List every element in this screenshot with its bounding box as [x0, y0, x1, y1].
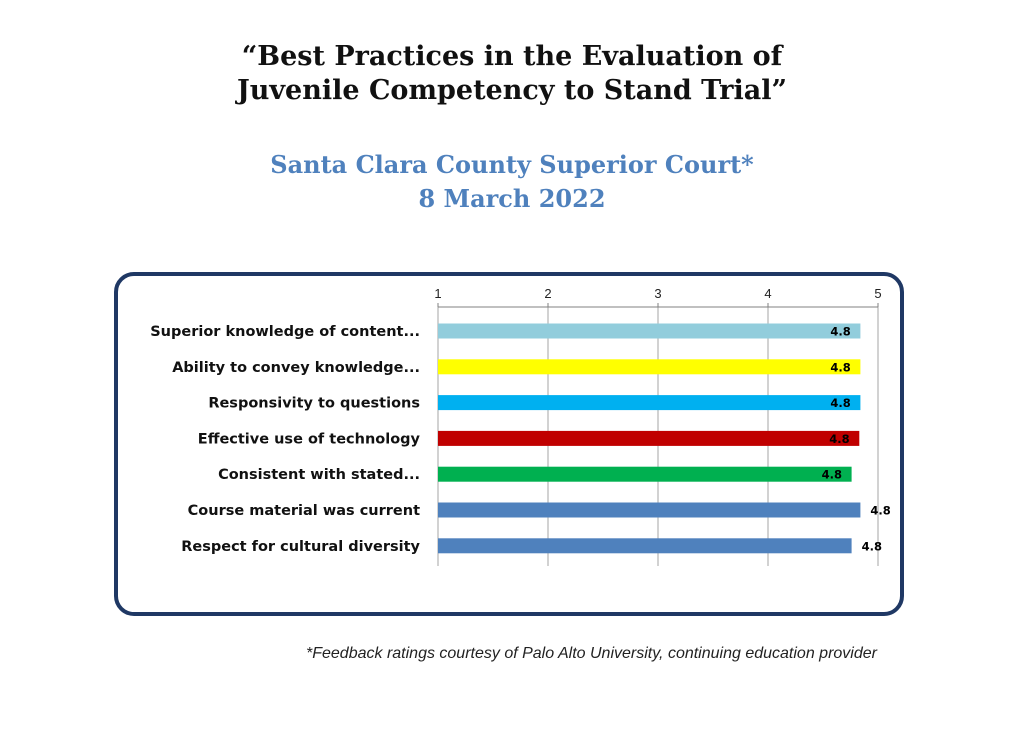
category-label: Respect for cultural diversity	[181, 539, 420, 555]
category-label: Effective use of technology	[198, 431, 421, 447]
bar	[438, 359, 861, 375]
tick-label: 3	[654, 286, 661, 301]
data-label: 4.8	[870, 504, 890, 518]
bar	[438, 323, 861, 339]
category-label: Ability to convey knowledge...	[172, 360, 420, 376]
category-label: Course material was current	[188, 503, 420, 519]
subtitle-line-1: Santa Clara County Superior Court*	[270, 150, 754, 179]
page-title: “Best Practices in the Evaluation of Juv…	[0, 40, 1024, 108]
data-label: 4.8	[822, 468, 842, 482]
category-label: Superior knowledge of content...	[150, 324, 420, 340]
bar	[438, 466, 852, 482]
tick-label: 4	[764, 286, 771, 301]
bar	[438, 538, 852, 554]
footnote: *Feedback ratings courtesy of Palo Alto …	[306, 645, 877, 662]
tick-label: 1	[434, 286, 441, 301]
bar	[438, 502, 861, 518]
title-line-2: Juvenile Competency to Stand Trial”	[236, 75, 788, 106]
category-label: Responsivity to questions	[208, 396, 420, 412]
data-label: 4.8	[830, 325, 850, 339]
data-label: 4.8	[830, 396, 850, 410]
chart-frame	[114, 272, 904, 616]
tick-label: 2	[544, 286, 551, 301]
data-label: 4.8	[829, 432, 849, 446]
subtitle-line-2: 8 March 2022	[418, 184, 606, 213]
bar	[438, 395, 861, 411]
page-subtitle: Santa Clara County Superior Court* 8 Mar…	[0, 148, 1024, 216]
data-label: 4.8	[862, 539, 882, 553]
category-label: Consistent with stated...	[218, 467, 420, 483]
bar	[438, 430, 860, 446]
tick-label: 5	[874, 286, 881, 301]
data-label: 4.8	[830, 360, 850, 374]
title-line-1: “Best Practices in the Evaluation of	[241, 41, 783, 72]
